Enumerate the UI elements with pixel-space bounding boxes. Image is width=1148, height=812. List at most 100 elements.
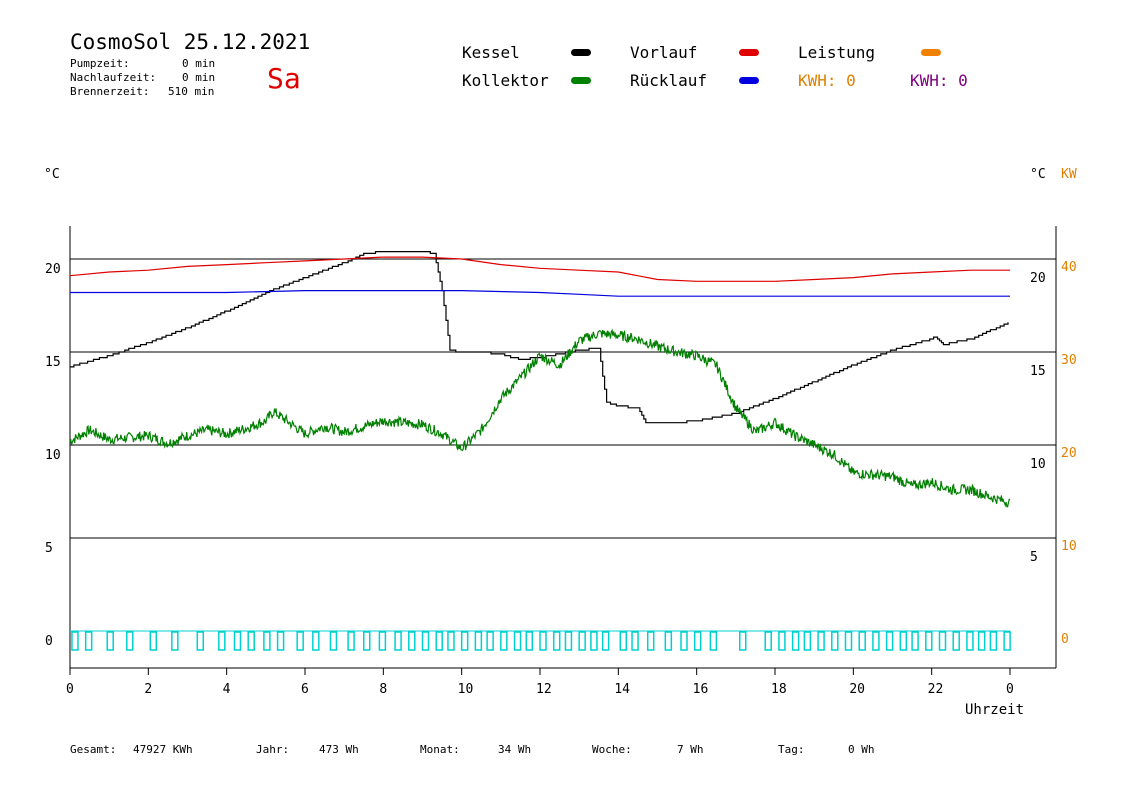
legend-ruecklauf-swatch xyxy=(739,77,759,84)
legend-leistung-swatch xyxy=(921,49,941,56)
x-tick-label: 12 xyxy=(536,682,552,697)
pump-pulse xyxy=(817,631,825,651)
pump-pulse xyxy=(486,631,494,651)
pump-pulse xyxy=(1003,631,1011,651)
pump-pulse xyxy=(394,631,402,651)
pump-pulse xyxy=(739,631,747,651)
pump-pulse xyxy=(619,631,628,651)
series-kessel xyxy=(70,251,1009,424)
pump-band xyxy=(70,630,1011,651)
pump-pulse xyxy=(552,631,561,651)
pump-pulse xyxy=(347,631,355,651)
pump-pulse xyxy=(601,631,610,651)
y-tick-label-kw: 40 xyxy=(1061,260,1077,275)
stat-pumpzeit-value: 0 min xyxy=(182,57,216,70)
y-tick-label-kw: 30 xyxy=(1061,353,1077,368)
pump-pulse xyxy=(899,631,908,651)
pump-pulse xyxy=(646,631,655,651)
x-tick-label: 6 xyxy=(301,682,309,697)
pump-pulse xyxy=(590,631,598,651)
series-rücklauf xyxy=(70,290,1010,297)
pump-pulse xyxy=(329,631,338,651)
stat-brennerzeit-value: 510 min xyxy=(168,85,215,98)
pump-pulse xyxy=(680,631,688,651)
pump-pulse xyxy=(911,631,919,651)
legend-kessel-label: Kessel xyxy=(462,43,520,62)
pump-pulse xyxy=(106,631,114,651)
x-tick-label: 2 xyxy=(144,682,152,697)
pump-pulse xyxy=(858,631,866,651)
legend-kessel-swatch xyxy=(571,49,591,56)
pump-pulse xyxy=(844,631,853,651)
pump-pulse xyxy=(925,631,933,651)
y-tick-label-left: 20 xyxy=(45,262,61,277)
stat-nachlaufzeit-label: Nachlaufzeit: xyxy=(70,71,157,84)
pump-pulse xyxy=(709,631,718,651)
pump-pulse xyxy=(263,631,271,651)
pump-pulse xyxy=(952,631,960,651)
footer-tag-label: Tag: xyxy=(778,743,805,756)
pump-pulse xyxy=(631,631,639,651)
pump-pulse xyxy=(474,631,483,651)
pump-pulse xyxy=(513,631,522,651)
chart-series xyxy=(69,251,1011,508)
y-tick-label-right: 20 xyxy=(1030,271,1046,286)
pump-pulse xyxy=(126,631,134,651)
series-vorlauf xyxy=(69,256,1010,282)
pump-pulse xyxy=(500,631,508,651)
x-tick-label: 0 xyxy=(1006,682,1014,697)
x-tick-label: 0 xyxy=(66,682,74,697)
footer-monat-label: Monat: xyxy=(420,743,460,756)
pump-pulse xyxy=(693,631,702,651)
pump-pulse xyxy=(378,631,387,651)
pump-pulse xyxy=(539,631,547,651)
footer-tag-value: 0 Wh xyxy=(848,743,875,756)
pump-pulse xyxy=(977,631,986,651)
y-tick-label-left: 5 xyxy=(45,541,53,556)
pump-pulse xyxy=(171,631,179,651)
kwh-total-2: KWH: 0 xyxy=(910,71,968,90)
pump-pulse xyxy=(149,631,158,651)
y-tick-label-right: 15 xyxy=(1030,364,1046,379)
y-axis-unit-right: °C xyxy=(1030,167,1046,182)
kwh-total-1: KWH: 0 xyxy=(798,71,856,90)
weekday-label: Sa xyxy=(267,62,301,95)
y-tick-label-left: 10 xyxy=(45,448,61,463)
y-axis-unit-kw: KW xyxy=(1061,167,1077,182)
pump-pulse xyxy=(71,631,79,651)
y-tick-label-kw: 20 xyxy=(1061,446,1077,461)
y-tick-label-left: 15 xyxy=(45,355,61,370)
pump-pulse xyxy=(885,631,894,651)
footer-woche-value: 7 Wh xyxy=(677,743,704,756)
pump-pulse xyxy=(363,631,371,651)
pump-pulse xyxy=(296,631,304,651)
stat-nachlaufzeit-value: 0 min xyxy=(182,71,216,84)
x-tick-label: 18 xyxy=(771,682,787,697)
pump-pulse xyxy=(578,631,586,651)
pump-pulse xyxy=(791,631,800,651)
pump-pulse xyxy=(803,631,812,651)
y-tick-label-right: 10 xyxy=(1030,457,1046,472)
pump-pulse xyxy=(84,631,93,651)
pump-pulse xyxy=(966,631,974,651)
legend-vorlauf-label: Vorlauf xyxy=(630,43,698,62)
y-tick-label-kw: 0 xyxy=(1061,632,1069,647)
y-axis-unit-left: °C xyxy=(44,167,60,182)
pump-pulse xyxy=(421,631,430,651)
x-tick-label: 14 xyxy=(614,682,630,697)
footer-gesamt-value: 47927 KWh xyxy=(133,743,193,756)
x-tick-label: 4 xyxy=(223,682,231,697)
x-tick-label: 20 xyxy=(849,682,865,697)
chart-axes: 0 2 4 6 8 10 12 14 16 18 20 22 0 0 5 10 15 20 5 10 15 20 0 10 20… xyxy=(45,226,1077,697)
footer-gesamt-label: Gesamt: xyxy=(70,743,117,756)
pump-pulse xyxy=(460,631,469,651)
pump-pulse xyxy=(564,631,573,651)
legend-kollektor-label: Kollektor xyxy=(462,71,549,90)
footer-jahr-label: Jahr: xyxy=(256,743,290,756)
pump-pulse xyxy=(218,631,226,651)
pump-pulse xyxy=(778,631,786,651)
pump-pulse xyxy=(408,631,416,651)
series-kollektor xyxy=(69,328,1011,508)
pump-pulse xyxy=(312,631,320,651)
